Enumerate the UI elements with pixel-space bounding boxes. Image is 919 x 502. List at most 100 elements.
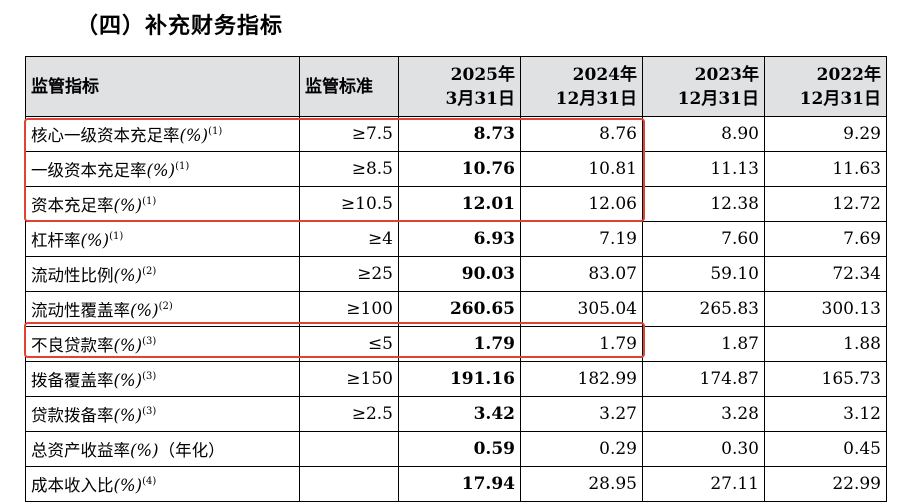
table-row: 拨备覆盖率(%)(3) ≥150 191.16 182.99 174.87 165.73	[25, 361, 887, 397]
value-2024: 7.19	[520, 221, 643, 257]
value-2025-q1: 0.59	[398, 431, 521, 467]
regulatory-standard: ≥4	[299, 221, 399, 257]
value-2022: 12.72	[764, 186, 887, 222]
value-2025-q1: 8.73	[398, 116, 521, 152]
footnote-marker: (1)	[208, 126, 223, 137]
regulatory-standard: ≥2.5	[299, 396, 399, 432]
value-2024: 1.79	[520, 326, 643, 362]
metric-name-cell: 流动性覆盖率(%)(2)	[25, 291, 300, 327]
regulatory-standard: ≥150	[299, 361, 399, 397]
percent-unit: (%)	[179, 126, 209, 145]
header-2024-date: 12月31日	[555, 88, 637, 109]
header-2022: 2022年 12月31日	[764, 56, 887, 117]
metric-name: 拨备覆盖率	[31, 371, 114, 390]
footnote-marker: (1)	[109, 231, 124, 242]
table-row: 核心一级资本充足率(%)(1) ≥7.5 8.73 8.76 8.90 9.29	[25, 116, 887, 152]
metric-name-cell: 贷款拨备率(%)(3)	[25, 396, 300, 432]
table-row: 流动性覆盖率(%)(2) ≥100 260.65 305.04 265.83 300.13	[25, 291, 887, 327]
value-2024: 0.29	[520, 431, 643, 467]
header-2023-year: 2023年	[694, 64, 759, 85]
value-2024: 8.76	[520, 116, 643, 152]
value-2025-q1: 191.16	[398, 361, 521, 397]
value-2023: 265.83	[642, 291, 765, 327]
regulatory-standard: ≥100	[299, 291, 399, 327]
percent-unit: (%)	[113, 371, 143, 390]
metric-name: 流动性比例	[31, 266, 114, 285]
header-2024-year: 2024年	[572, 64, 637, 85]
table-header-row: 监管指标 监管标准 2025年 3月31日 2024年 12月31日 2023年…	[25, 56, 887, 117]
value-2024: 83.07	[520, 256, 643, 292]
value-2023: 3.28	[642, 396, 765, 432]
regulatory-standard: ≥7.5	[299, 116, 399, 152]
value-2022: 11.63	[764, 151, 887, 187]
financial-indicators-table: 监管指标 监管标准 2025年 3月31日 2024年 12月31日 2023年…	[25, 56, 887, 502]
metric-name: 杠杆率	[31, 231, 81, 250]
value-2022: 300.13	[764, 291, 887, 327]
table-row: 流动性比例(%)(2) ≥25 90.03 83.07 59.10 72.34	[25, 256, 887, 292]
footnote-marker: (3)	[142, 371, 157, 382]
footnote-marker: (2)	[142, 266, 157, 277]
footnote-marker: (1)	[142, 196, 157, 207]
metric-name-cell: 一级资本充足率(%)(1)	[25, 151, 300, 187]
annualized-note: （年化）	[158, 441, 225, 460]
value-2025-q1: 90.03	[398, 256, 521, 292]
footnote-marker: (2)	[158, 301, 173, 312]
value-2024: 3.27	[520, 396, 643, 432]
value-2024: 12.06	[520, 186, 643, 222]
regulatory-standard: ≥25	[299, 256, 399, 292]
footnote-marker: (4)	[142, 476, 157, 487]
table-row: 杠杆率(%)(1) ≥4 6.93 7.19 7.60 7.69	[25, 221, 887, 257]
header-2022-year: 2022年	[816, 64, 881, 85]
regulatory-standard: ≥8.5	[299, 151, 399, 187]
regulatory-standard	[299, 466, 399, 502]
value-2023: 174.87	[642, 361, 765, 397]
regulatory-standard	[299, 431, 399, 467]
metric-name-cell: 资本充足率(%)(1)	[25, 186, 300, 222]
value-2025-q1: 260.65	[398, 291, 521, 327]
value-2024: 182.99	[520, 361, 643, 397]
value-2022: 0.45	[764, 431, 887, 467]
metric-name: 贷款拨备率	[31, 406, 114, 425]
table-row: 不良贷款率(%)(3) ≤5 1.79 1.79 1.87 1.88	[25, 326, 887, 362]
value-2025-q1: 1.79	[398, 326, 521, 362]
percent-unit: (%)	[113, 476, 143, 495]
value-2022: 165.73	[764, 361, 887, 397]
value-2022: 72.34	[764, 256, 887, 292]
value-2022: 1.88	[764, 326, 887, 362]
metric-name: 资本充足率	[31, 196, 114, 215]
value-2022: 3.12	[764, 396, 887, 432]
regulatory-standard: ≤5	[299, 326, 399, 362]
metric-name-cell: 不良贷款率(%)(3)	[25, 326, 300, 362]
value-2025-q1: 3.42	[398, 396, 521, 432]
header-metric: 监管指标	[25, 56, 300, 117]
metric-name-cell: 成本收入比(%)(4)	[25, 466, 300, 502]
value-2023: 27.11	[642, 466, 765, 502]
value-2023: 59.10	[642, 256, 765, 292]
regulatory-standard: ≥10.5	[299, 186, 399, 222]
value-2023: 0.30	[642, 431, 765, 467]
percent-unit: (%)	[113, 196, 143, 215]
percent-unit: (%)	[80, 231, 110, 250]
percent-unit: (%)	[130, 301, 159, 320]
percent-unit: (%)	[130, 441, 159, 460]
metric-name-cell: 杠杆率(%)(1)	[25, 221, 300, 257]
value-2023: 11.13	[642, 151, 765, 187]
metric-name-cell: 核心一级资本充足率(%)(1)	[25, 116, 300, 152]
header-2023-date: 12月31日	[677, 88, 759, 109]
value-2022: 9.29	[764, 116, 887, 152]
value-2024: 28.95	[520, 466, 643, 502]
metric-name: 一级资本充足率	[31, 161, 147, 180]
header-standard: 监管标准	[299, 56, 399, 117]
footnote-marker: (1)	[175, 161, 190, 172]
section-heading: （四）补充财务指标	[76, 14, 284, 39]
footnote-marker: (3)	[142, 406, 157, 417]
value-2023: 8.90	[642, 116, 765, 152]
percent-unit: (%)	[113, 336, 143, 355]
value-2025-q1: 12.01	[398, 186, 521, 222]
header-2022-date: 12月31日	[799, 88, 881, 109]
header-2023: 2023年 12月31日	[642, 56, 765, 117]
footnote-marker: (3)	[142, 336, 157, 347]
table-row: 总资产收益率(%)（年化） 0.59 0.29 0.30 0.45	[25, 431, 887, 467]
percent-unit: (%)	[113, 406, 143, 425]
table-row: 一级资本充足率(%)(1) ≥8.5 10.76 10.81 11.13 11.63	[25, 151, 887, 187]
